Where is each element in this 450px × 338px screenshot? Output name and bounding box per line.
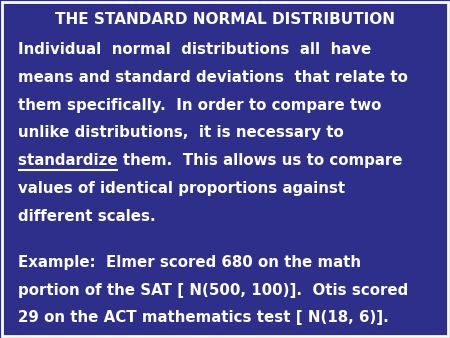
Text: values of identical proportions against: values of identical proportions against — [18, 181, 345, 196]
Text: standardize: standardize — [18, 153, 117, 168]
Text: portion of the SAT [ N(500, 100)].  Otis scored: portion of the SAT [ N(500, 100)]. Otis … — [18, 283, 408, 297]
Text: them specifically.  In order to compare two: them specifically. In order to compare t… — [18, 98, 382, 113]
Text: standardize them.  This allows us to compare: standardize them. This allows us to comp… — [18, 153, 402, 168]
Text: unlike distributions,  it is necessary to: unlike distributions, it is necessary to — [18, 125, 344, 140]
Text: Example:  Elmer scored 680 on the math: Example: Elmer scored 680 on the math — [18, 255, 361, 270]
Text: different scales.: different scales. — [18, 209, 156, 223]
Text: means and standard deviations  that relate to: means and standard deviations that relat… — [18, 70, 408, 85]
Text: Individual  normal  distributions  all  have: Individual normal distributions all have — [18, 42, 371, 57]
Text: THE STANDARD NORMAL DISTRIBUTION: THE STANDARD NORMAL DISTRIBUTION — [55, 12, 395, 27]
Text: 29 on the ACT mathematics test [ N(18, 6)].: 29 on the ACT mathematics test [ N(18, 6… — [18, 310, 389, 325]
